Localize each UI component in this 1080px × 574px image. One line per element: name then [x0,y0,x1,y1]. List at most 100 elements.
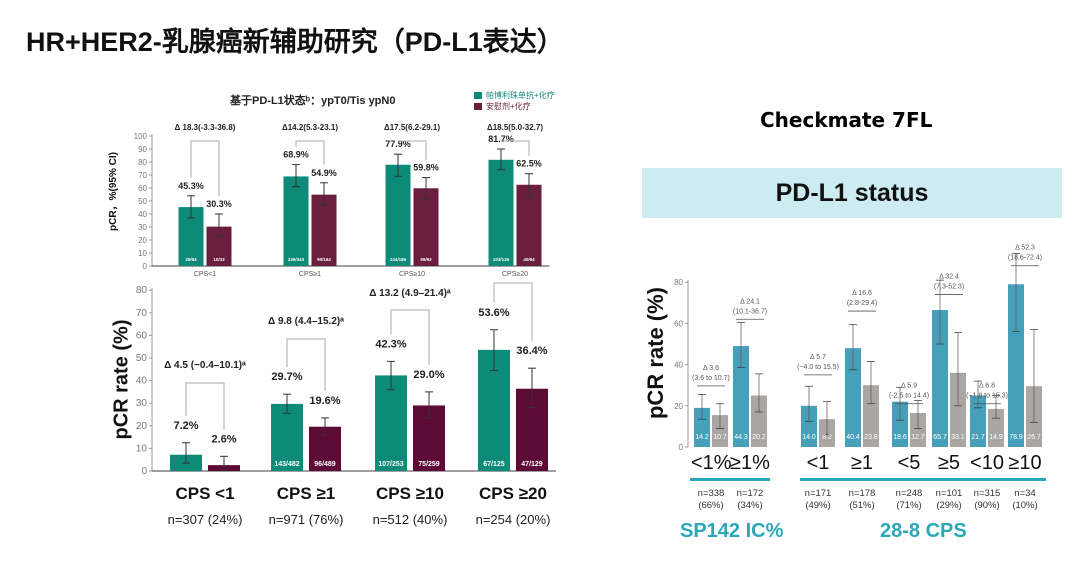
value-label: 44.3 [734,434,748,441]
n-label-line: (51%) [849,500,875,511]
y-tick-label: 0 [143,262,148,271]
value-label: 65.7 [933,434,947,441]
value-label: 77.9% [385,139,411,149]
n-label-line: (66%) [698,500,724,511]
value-label: 10.7 [713,434,727,441]
n-in-bar: 107/253 [378,461,403,468]
legend-label: 帕博利珠单抗+化疗 [486,91,555,100]
value-label: 21.7 [971,434,985,441]
bar-b [910,413,926,447]
n-in-bar: 47/129 [521,461,543,468]
category-label: CPS ≥1 [276,484,336,503]
y-tick-label: 90 [138,145,147,154]
value-label: 14.9 [989,434,1003,441]
n-in-bar: 144/185 [390,257,407,262]
delta-label: Δ 3.6 [703,365,719,372]
n-label-line: n=338 [697,488,725,499]
delta-label: Δ17.5(6.2-29.1) [384,123,440,132]
delta-ci-label: (−4.0 to 15.5) [797,364,839,371]
group-underline [800,478,1046,481]
y-tick-label: 70 [138,171,147,180]
value-label: 14.0 [802,434,816,441]
value-label: 45.3% [178,181,204,191]
bar-a [488,159,514,266]
n-label-line: n=101 [935,488,963,499]
y-tick-label: 30 [136,398,148,409]
bar-b [311,194,337,266]
delta-bracket [286,338,326,391]
value-label: 29.7% [271,371,302,383]
value-label: 20.2 [752,434,766,441]
y-tick-label: 50 [138,197,147,206]
value-label: 30.3% [206,199,232,209]
value-label: 18.6 [893,434,907,441]
delta-label: Δ18.5(5.0-32.7) [487,123,543,132]
n-in-bar: 103/126 [493,257,510,262]
n-label: n=171 (49%) [795,488,841,512]
bar-b [950,372,966,447]
n-label: n=315 (90%) [964,488,1010,512]
n-label: n=101 (29%) [926,488,972,512]
delta-bracket [185,382,225,430]
bar-a [283,176,309,266]
category-label: <10 [970,452,1004,474]
delta-label: Δ 13.2 (4.9–21.4)ᵃ [369,288,451,299]
delta-ci-label: (-2.5 to 14.4) [889,393,929,400]
bar-a [845,348,861,447]
n-label-line: (29%) [936,500,962,511]
bar-b [751,395,767,447]
n-label-line: (10%) [1012,500,1038,511]
group-label: CPS≥1 [299,271,321,278]
value-label: 42.3% [375,338,406,350]
delta-ci-label: (10.1-36.7) [733,308,767,315]
value-label: 36.4% [516,345,547,357]
pdl1-status-banner: PD-L1 status [642,168,1062,218]
n-label-line: (34%) [737,500,763,511]
value-label: 33.1 [951,434,965,441]
category-label: CPS <1 [175,484,235,503]
value-label: 7.2% [173,420,198,432]
delta-label: Δ 52.3 [1015,245,1035,252]
group-underline [690,478,770,481]
bar-b [413,188,439,266]
group-label: CPS≥20 [502,271,528,278]
n-in-bar: 143/482 [274,461,299,468]
delta-bracket [295,140,325,165]
legend-item-pembrolizumab: 帕博利珠单抗+化疗 [474,90,555,101]
group-label: CPS<1 [194,271,216,278]
bar-b [712,415,728,447]
delta-bracket [390,309,430,365]
category-label: ≥1% [730,452,770,474]
bar-a [801,405,817,447]
y-tick-label: 50 [136,353,148,364]
value-label: 62.5% [516,159,542,169]
y-tick-label: 20 [136,421,148,432]
value-label: 19.6% [309,395,340,407]
category-label: <1 [806,452,830,474]
value-label: 78.9 [1009,434,1023,441]
delta-ci-label: (7.3-52.3) [934,284,964,291]
group-label: CPS≥10 [399,271,425,278]
n-label-line: n=172 [736,488,764,499]
delta-bracket [398,140,427,160]
delta-label: Δ 32.4 [939,274,959,281]
y-tick-label: 70 [136,308,148,319]
top-chart-title: 基于PD-L1状态ᵇ：ypT0/Tis ypN0 [230,95,396,107]
bar-a [892,401,908,447]
value-label: 40.4 [846,434,860,441]
slide-title: HR+HER2-乳腺癌新辅助研究（PD-L1表达） [26,27,564,57]
bar-b [863,385,879,447]
category-label: <5 [897,452,921,474]
y-tick-label: 40 [138,210,147,219]
n-label: n=307 (24%) [167,512,243,527]
value-label: 53.6% [478,307,509,319]
y-tick-label: 40 [136,376,148,387]
y-tick-label: 40 [674,361,683,370]
y-tick-label: 10 [138,249,147,258]
bar-a [375,375,407,471]
right-header: Checkmate 7FL [760,108,933,132]
n-label: n=178 (51%) [839,488,885,512]
bar-b [516,184,542,266]
value-label: 26.7 [1027,434,1041,441]
bar-a [271,403,303,471]
